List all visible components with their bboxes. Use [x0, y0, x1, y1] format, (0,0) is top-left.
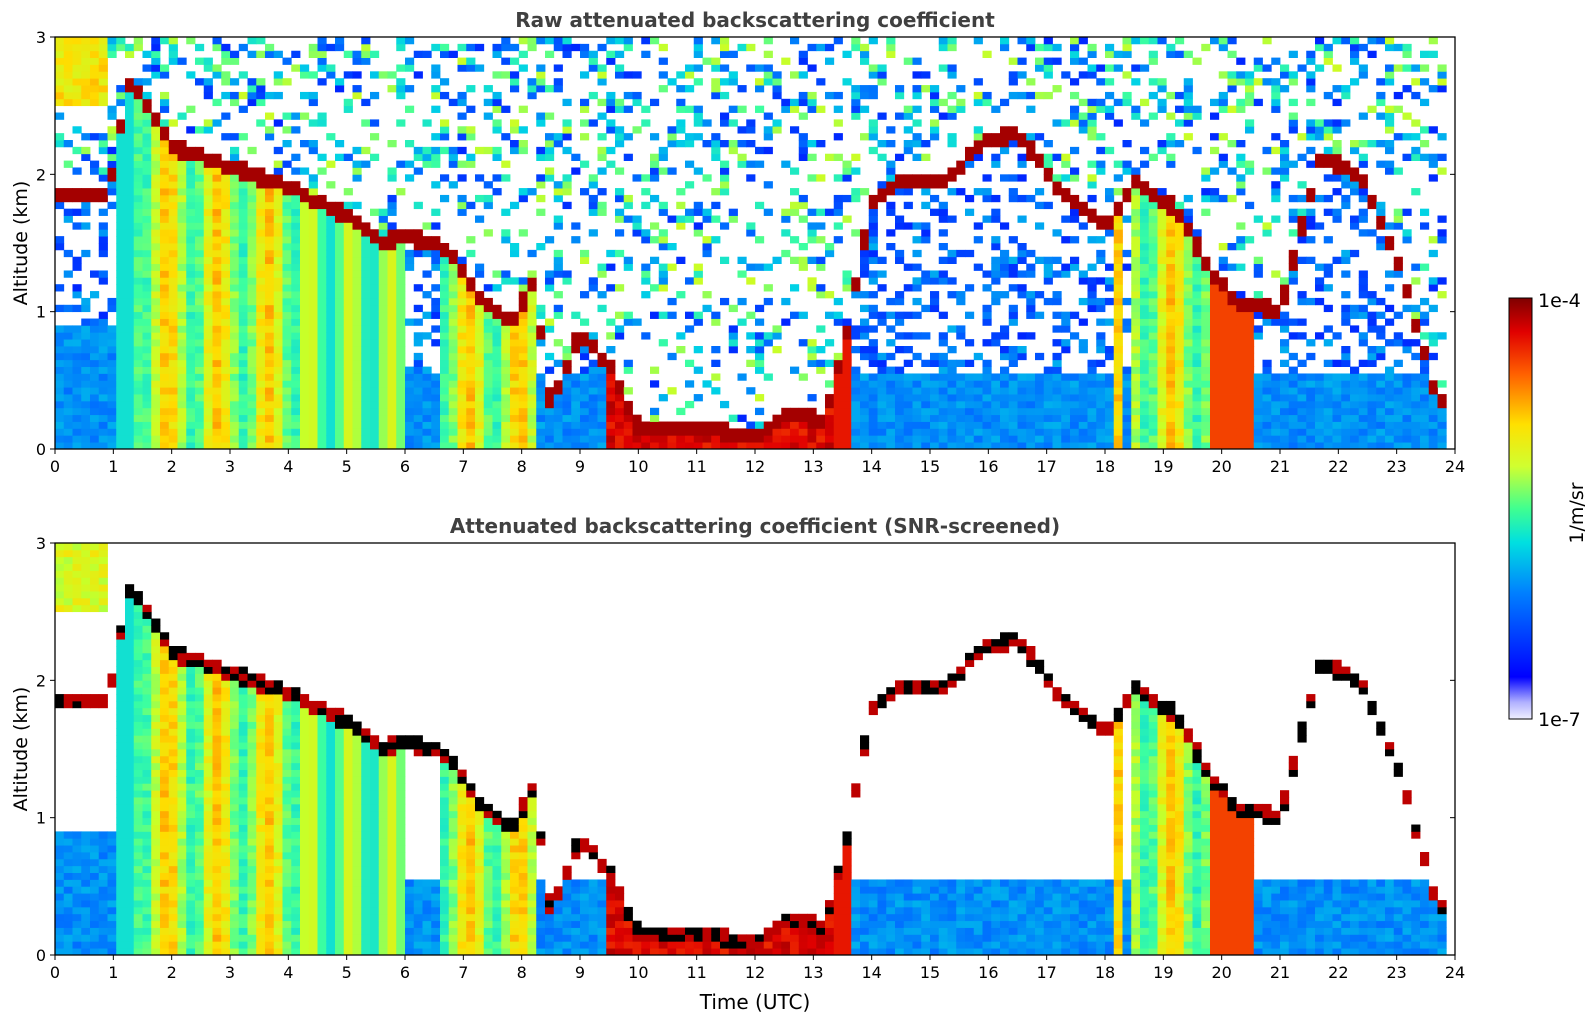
- colorbar: 1e-4 1e-7 1/m/sr: [1508, 290, 1588, 731]
- heatmap-area: [55, 543, 1455, 955]
- x-axis-label: Time (UTC): [699, 990, 811, 1014]
- x-tick-label: 1: [108, 963, 118, 982]
- heatmap-area: [55, 37, 1455, 449]
- x-tick-label: 9: [575, 457, 585, 476]
- x-tick-label: 14: [861, 457, 881, 476]
- x-tick-label: 24: [1445, 963, 1465, 982]
- colorbar-min-label: 1e-7: [1538, 709, 1581, 731]
- x-tick-label: 11: [686, 457, 706, 476]
- x-tick-label: 5: [342, 963, 352, 982]
- x-axis: 0 1 2 3 4 5 6 7 8 9 10 11 12 13 14 15 16 17 18 19 20 21 22 23 24: [50, 449, 1465, 476]
- x-tick-label: 9: [575, 963, 585, 982]
- y-tick-label: 0: [36, 440, 46, 459]
- y-tick-label: 2: [36, 165, 46, 184]
- x-tick-label: 23: [1386, 457, 1406, 476]
- x-tick-label: 21: [1270, 457, 1290, 476]
- x-tick-label: 1: [108, 457, 118, 476]
- x-tick-label: 13: [803, 457, 823, 476]
- x-axis: 0 1 2 3 4 5 6 7 8 9 10 11 12 13 14 15 16 17 18 19 20 21 22 23 24: [50, 955, 1465, 982]
- y-axis: 0 1 2 3: [36, 28, 1455, 459]
- x-tick-label: 22: [1328, 963, 1348, 982]
- x-tick-label: 7: [458, 963, 468, 982]
- x-tick-label: 6: [400, 963, 410, 982]
- panel-screened: Attenuated backscattering coefficient (S…: [10, 514, 1465, 1014]
- y-axis: 0 1 2 3: [36, 534, 1455, 965]
- x-tick-label: 5: [342, 457, 352, 476]
- x-tick-label: 14: [861, 963, 881, 982]
- y-tick-label: 1: [36, 303, 46, 322]
- x-tick-label: 4: [283, 963, 293, 982]
- x-tick-label: 20: [1211, 963, 1231, 982]
- x-tick-label: 3: [225, 457, 235, 476]
- y-axis-label: Altitude (km): [10, 687, 32, 812]
- y-tick-label: 3: [36, 534, 46, 553]
- x-tick-label: 13: [803, 963, 823, 982]
- x-tick-label: 16: [978, 963, 998, 982]
- x-tick-label: 0: [50, 457, 60, 476]
- x-tick-label: 6: [400, 457, 410, 476]
- x-tick-label: 16: [978, 457, 998, 476]
- x-tick-label: 22: [1328, 457, 1348, 476]
- x-tick-label: 21: [1270, 963, 1290, 982]
- x-tick-label: 18: [1095, 963, 1115, 982]
- colorbar-max-label: 1e-4: [1538, 290, 1581, 312]
- chart-title: Raw attenuated backscattering coefficien…: [515, 8, 995, 32]
- y-axis-label: Altitude (km): [10, 181, 32, 306]
- x-tick-label: 7: [458, 457, 468, 476]
- x-tick-label: 17: [1036, 963, 1056, 982]
- x-tick-label: 12: [745, 963, 765, 982]
- x-tick-label: 4: [283, 457, 293, 476]
- chart-title: Attenuated backscattering coefficient (S…: [450, 514, 1060, 538]
- x-tick-label: 8: [517, 457, 527, 476]
- x-tick-label: 10: [628, 457, 648, 476]
- x-tick-label: 0: [50, 963, 60, 982]
- x-tick-label: 15: [920, 457, 940, 476]
- x-tick-label: 19: [1153, 457, 1173, 476]
- x-tick-label: 8: [517, 963, 527, 982]
- x-tick-label: 3: [225, 963, 235, 982]
- x-tick-label: 2: [167, 963, 177, 982]
- x-tick-label: 15: [920, 963, 940, 982]
- y-tick-label: 1: [36, 809, 46, 828]
- colorbar-gradient: [1508, 297, 1533, 720]
- colorbar-unit-label: 1/m/sr: [1566, 482, 1588, 543]
- x-tick-label: 11: [686, 963, 706, 982]
- y-tick-label: 3: [36, 28, 46, 47]
- y-tick-label: 2: [36, 671, 46, 690]
- x-tick-label: 23: [1386, 963, 1406, 982]
- x-tick-label: 24: [1445, 457, 1465, 476]
- x-tick-label: 20: [1211, 457, 1231, 476]
- x-tick-label: 2: [167, 457, 177, 476]
- x-tick-label: 12: [745, 457, 765, 476]
- y-tick-label: 0: [36, 946, 46, 965]
- x-tick-label: 18: [1095, 457, 1115, 476]
- x-tick-label: 17: [1036, 457, 1056, 476]
- x-tick-label: 10: [628, 963, 648, 982]
- x-tick-label: 19: [1153, 963, 1173, 982]
- panel-raw: Raw attenuated backscattering coefficien…: [10, 8, 1465, 476]
